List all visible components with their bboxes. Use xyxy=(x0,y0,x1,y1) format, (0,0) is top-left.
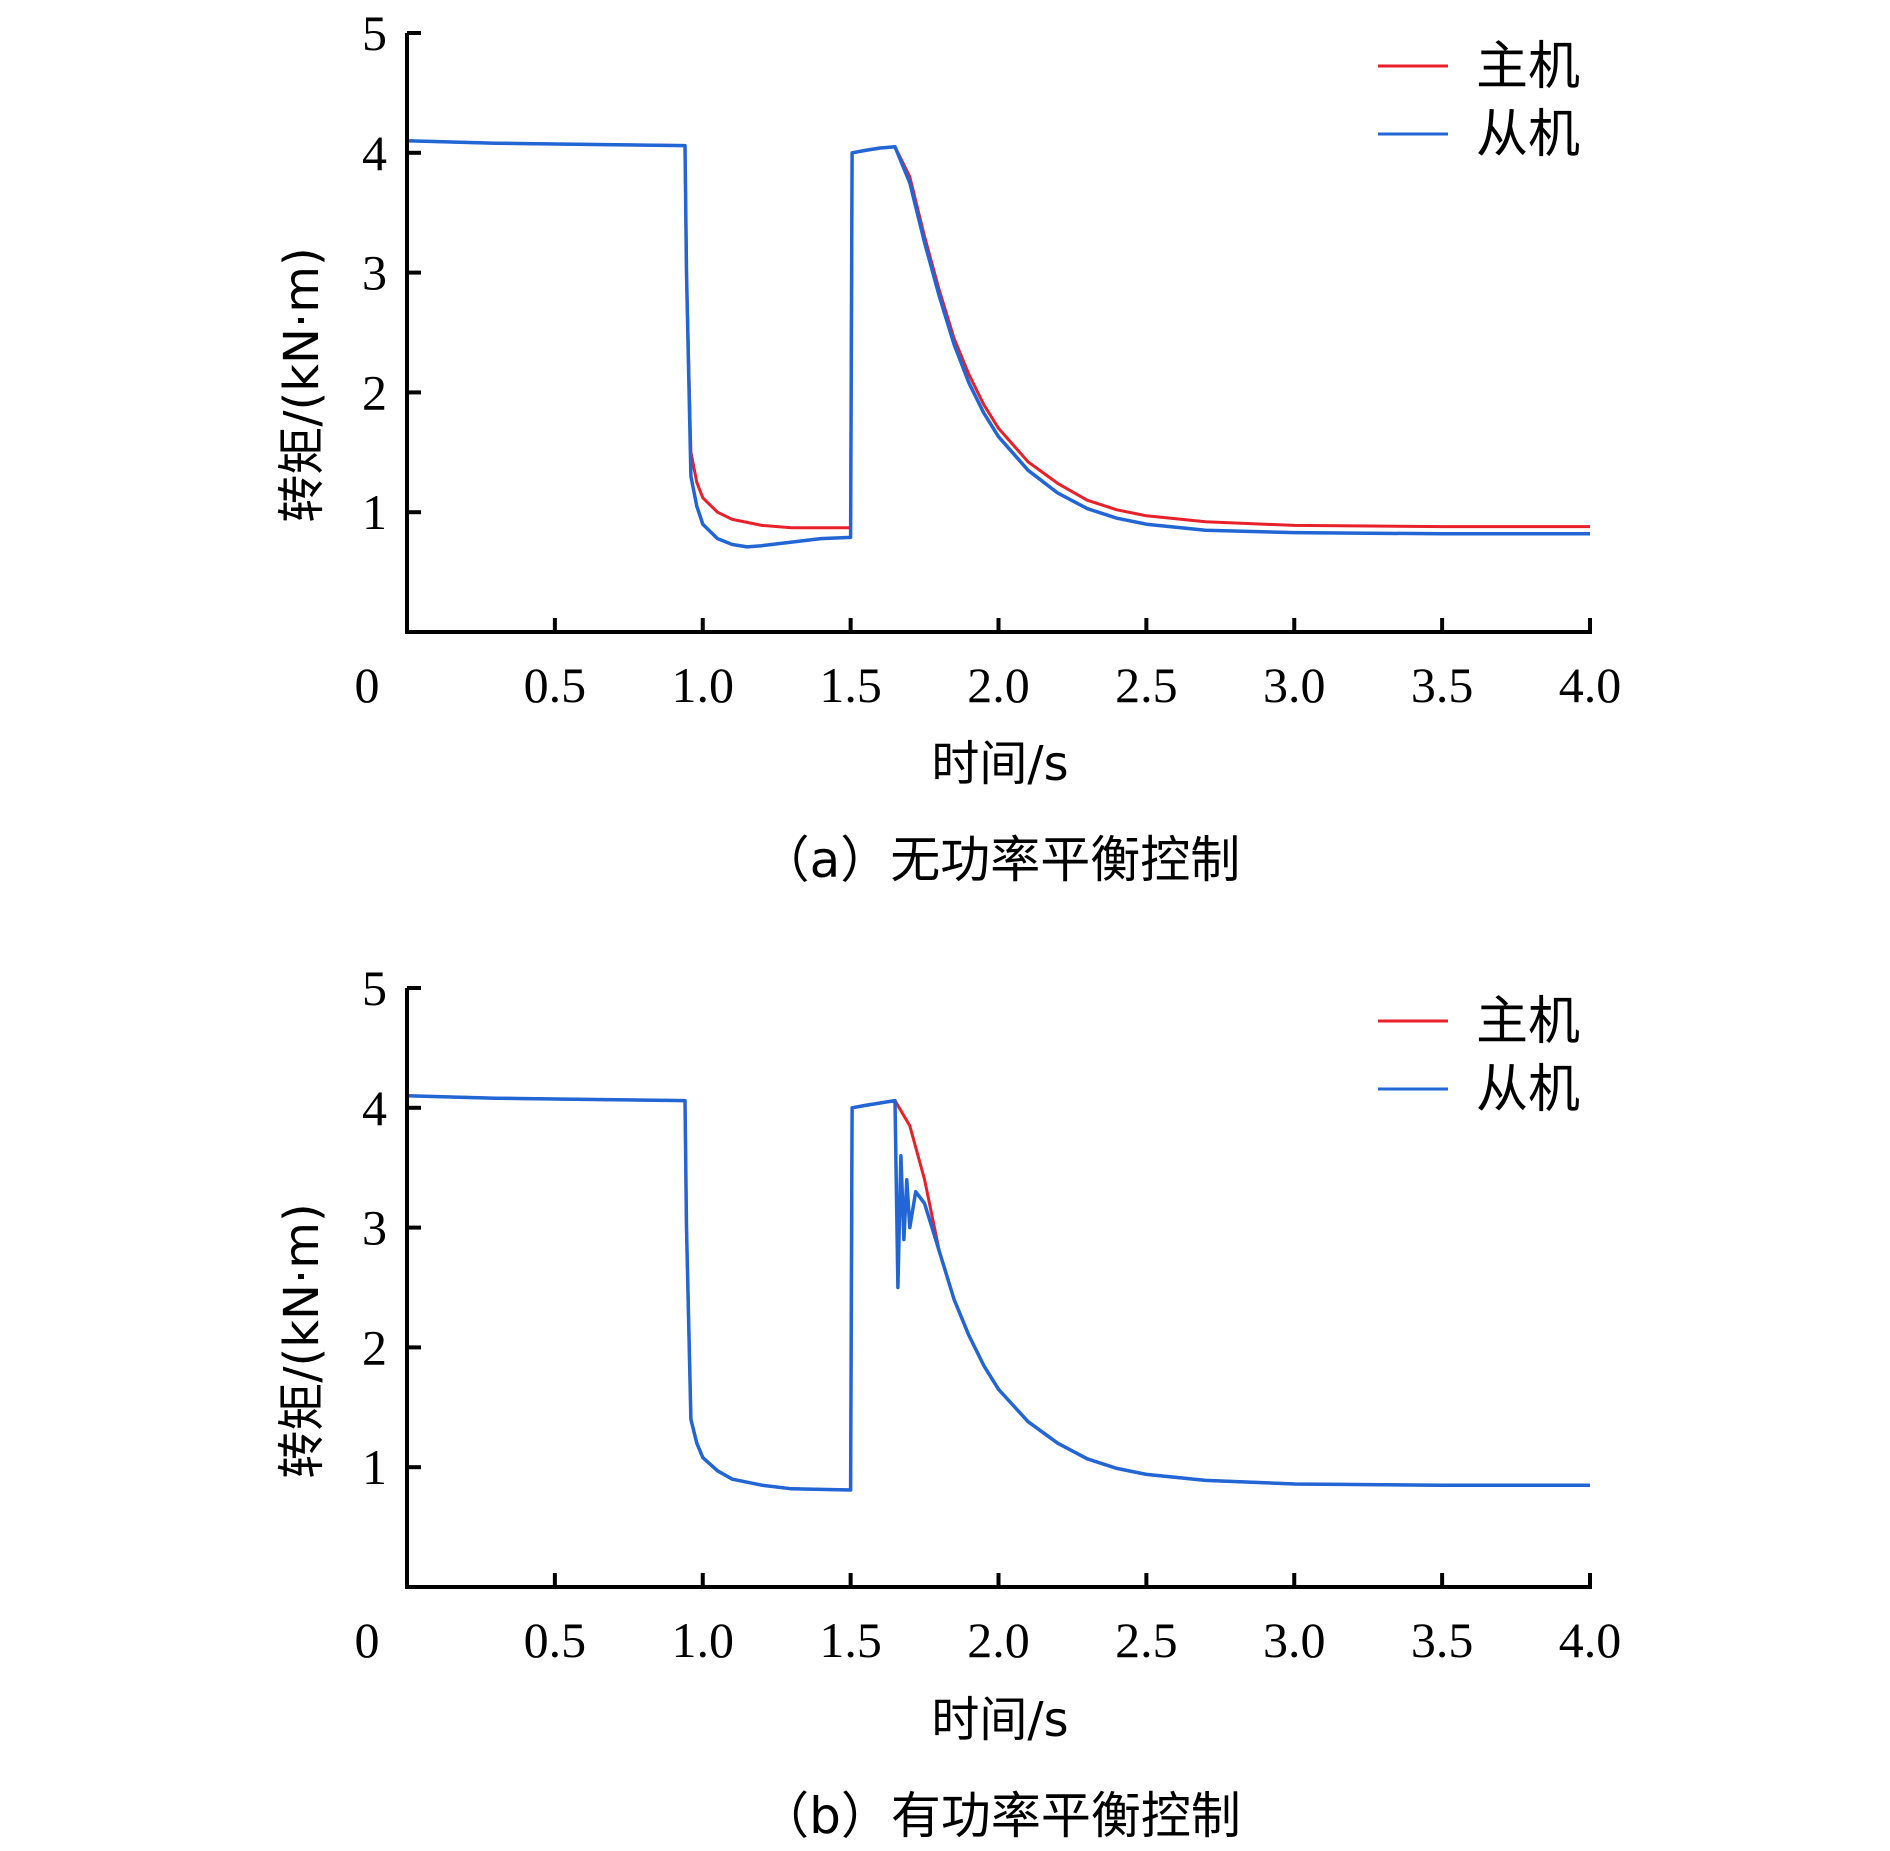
series-line-slave xyxy=(406,1094,1590,1492)
chart-panel-b: 0 0.5 1.0 1.5 2.0 2.5 3.0 3.5 4.0 1 2 3 4 5 时间/s 转矩/… xyxy=(274,960,1621,1845)
x-tick-label: 0.5 xyxy=(524,1612,587,1668)
legend-a: 主机 从机 xyxy=(1378,37,1580,165)
caption-b: （b）有功率平衡控制 xyxy=(759,1787,1241,1845)
y-tick-label: 3 xyxy=(362,245,387,301)
caption-a: （a）无功率平衡控制 xyxy=(760,831,1241,889)
series-line-master xyxy=(406,1094,1590,1492)
y-tick-label: 2 xyxy=(362,364,387,420)
series-line-master xyxy=(406,139,1590,530)
legend-label-master: 主机 xyxy=(1476,992,1580,1052)
y-tick-labels-a: 1 2 3 4 5 xyxy=(362,5,387,540)
x-tick-label: 2.5 xyxy=(1115,1612,1178,1668)
y-tick-label: 5 xyxy=(362,5,387,61)
x-tick-label: 2.0 xyxy=(967,657,1030,713)
y-tick-label: 2 xyxy=(362,1319,387,1375)
x-tick-labels-b: 0 0.5 1.0 1.5 2.0 2.5 3.0 3.5 4.0 xyxy=(355,1612,1622,1668)
chart-panel-a: 0 0.5 1.0 1.5 2.0 2.5 3.0 3.5 4.0 1 2 3 4 5 时间/s 转矩/… xyxy=(274,5,1621,889)
y-tick-label: 1 xyxy=(362,1439,387,1495)
y-axis-title: 转矩/(kN·m) xyxy=(274,247,330,522)
y-tick-labels-b: 1 2 3 4 5 xyxy=(362,960,387,1495)
x-tick-label: 3.5 xyxy=(1411,1612,1474,1668)
axes-a xyxy=(405,31,1592,634)
x-tick-label: 1.0 xyxy=(672,657,735,713)
y-axis-title: 转矩/(kN·m) xyxy=(274,1203,330,1478)
x-tick-labels-a: 0 0.5 1.0 1.5 2.0 2.5 3.0 3.5 4.0 xyxy=(355,657,1622,713)
x-tick-label: 1.5 xyxy=(819,1612,882,1668)
x-tick-label: 1.0 xyxy=(672,1612,735,1668)
x-tick-label: 2.5 xyxy=(1115,657,1178,713)
legend-b: 主机 从机 xyxy=(1378,992,1580,1120)
x-tick-label: 0 xyxy=(355,657,380,713)
x-tick-label: 0 xyxy=(355,1612,380,1668)
x-tick-label: 4.0 xyxy=(1559,1612,1622,1668)
y-tick-label: 5 xyxy=(362,960,387,1016)
legend-label-slave: 从机 xyxy=(1476,1060,1580,1120)
x-tick-label: 3.5 xyxy=(1411,657,1474,713)
x-axis-title: 时间/s xyxy=(931,1692,1068,1748)
y-tick-label: 4 xyxy=(362,1080,387,1136)
x-tick-label: 3.0 xyxy=(1263,1612,1326,1668)
y-tick-label: 1 xyxy=(362,484,387,540)
x-tick-label: 1.5 xyxy=(819,657,882,713)
legend-label-slave: 从机 xyxy=(1476,105,1580,165)
y-tick-label: 3 xyxy=(362,1200,387,1256)
plot-lines-a xyxy=(406,139,1590,549)
x-tick-label: 3.0 xyxy=(1263,657,1326,713)
x-tick-label: 2.0 xyxy=(967,1612,1030,1668)
series-line-slave xyxy=(406,139,1590,549)
x-tick-label: 4.0 xyxy=(1559,657,1622,713)
axes-b xyxy=(405,986,1592,1589)
y-tick-label: 4 xyxy=(362,125,387,181)
x-axis-title: 时间/s xyxy=(931,736,1068,792)
x-tick-label: 0.5 xyxy=(524,657,587,713)
legend-label-master: 主机 xyxy=(1476,37,1580,97)
plot-lines-b xyxy=(406,1094,1590,1492)
